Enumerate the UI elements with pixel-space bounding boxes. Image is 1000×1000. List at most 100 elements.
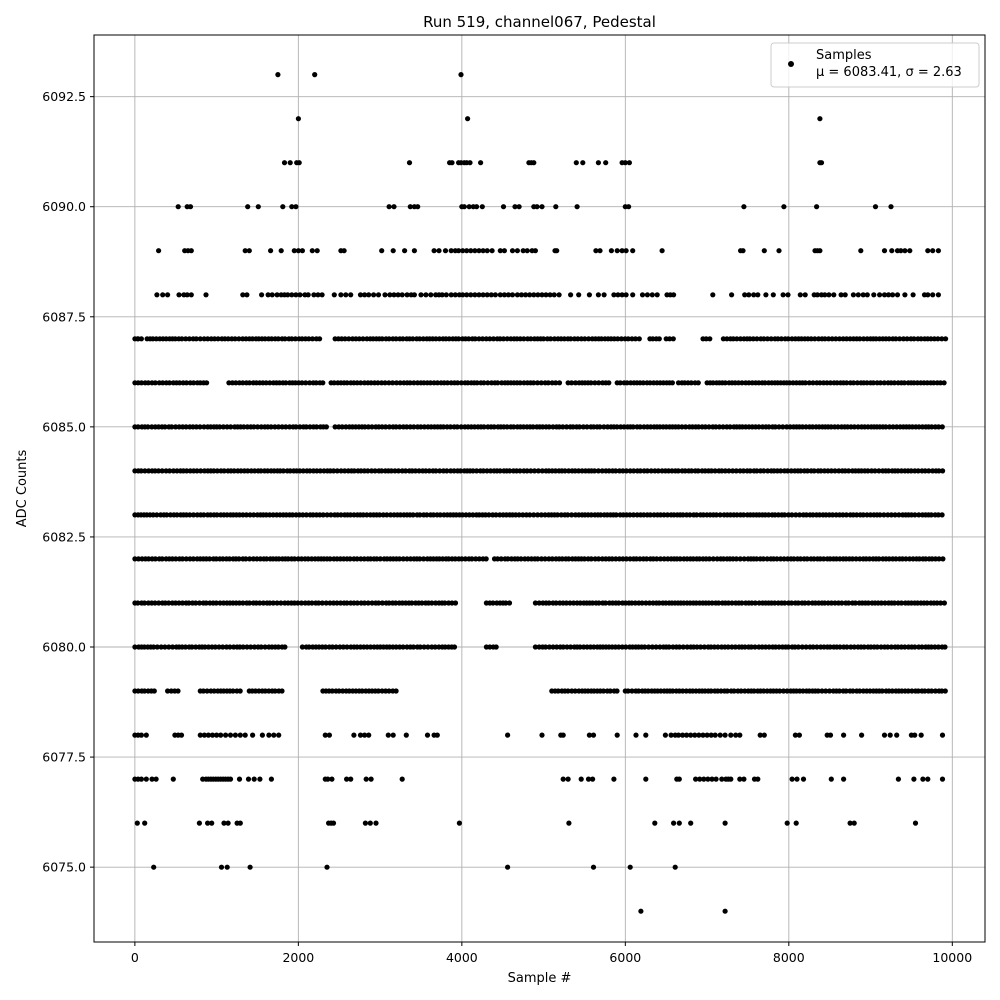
data-point bbox=[332, 424, 338, 430]
data-point bbox=[590, 864, 597, 870]
data-point bbox=[643, 600, 649, 606]
data-point bbox=[617, 380, 623, 386]
data-point bbox=[446, 336, 452, 342]
data-point bbox=[342, 468, 348, 474]
data-point bbox=[439, 292, 445, 298]
data-point bbox=[695, 468, 701, 474]
data-point bbox=[935, 292, 942, 298]
data-point bbox=[300, 512, 306, 518]
data-point bbox=[191, 380, 197, 386]
data-point bbox=[275, 336, 281, 342]
data-point bbox=[717, 512, 723, 518]
data-point bbox=[493, 512, 499, 518]
data-point bbox=[485, 380, 491, 386]
data-point bbox=[851, 644, 857, 650]
data-point bbox=[752, 644, 758, 650]
data-point bbox=[688, 732, 694, 738]
data-point bbox=[764, 336, 771, 342]
data-point bbox=[226, 556, 233, 562]
data-point bbox=[700, 732, 706, 738]
data-point bbox=[910, 292, 916, 298]
data-point bbox=[283, 424, 289, 430]
data-point bbox=[539, 292, 545, 298]
data-point bbox=[731, 688, 737, 694]
data-point bbox=[531, 512, 537, 518]
data-point bbox=[613, 512, 619, 518]
data-point bbox=[668, 732, 674, 738]
data-point bbox=[530, 424, 536, 430]
data-point bbox=[922, 688, 928, 694]
data-point bbox=[456, 820, 462, 826]
x-tick-label: 10000 bbox=[932, 950, 972, 965]
data-point bbox=[596, 556, 602, 562]
y-tick-label: 6090.0 bbox=[42, 199, 86, 214]
data-point bbox=[920, 776, 926, 782]
data-point bbox=[293, 204, 299, 210]
data-point bbox=[503, 600, 509, 606]
data-point bbox=[443, 292, 449, 298]
data-point bbox=[154, 292, 160, 298]
data-point bbox=[851, 424, 858, 430]
data-point bbox=[141, 600, 148, 606]
data-point bbox=[542, 556, 548, 562]
data-point bbox=[491, 424, 497, 430]
data-point bbox=[196, 820, 202, 826]
data-point bbox=[536, 600, 542, 606]
data-point bbox=[543, 644, 549, 650]
data-point bbox=[379, 336, 385, 342]
data-point bbox=[382, 292, 388, 298]
data-point bbox=[761, 336, 767, 342]
data-point bbox=[386, 336, 392, 342]
data-point bbox=[319, 600, 325, 606]
data-point bbox=[497, 292, 503, 298]
data-point bbox=[708, 468, 715, 474]
data-point bbox=[597, 424, 603, 430]
data-point bbox=[183, 424, 189, 430]
data-point bbox=[497, 468, 503, 474]
data-point bbox=[282, 336, 288, 342]
data-point bbox=[338, 512, 344, 518]
data-point bbox=[763, 292, 769, 298]
data-point bbox=[244, 644, 250, 650]
data-point bbox=[722, 820, 728, 826]
data-point bbox=[942, 644, 948, 650]
data-point bbox=[562, 468, 568, 474]
data-point bbox=[170, 644, 176, 650]
data-point bbox=[850, 292, 857, 298]
data-point bbox=[708, 688, 714, 694]
data-point bbox=[795, 600, 801, 606]
data-point bbox=[799, 644, 805, 650]
data-point bbox=[152, 600, 158, 606]
data-point bbox=[263, 380, 269, 386]
data-point bbox=[334, 468, 340, 474]
data-point bbox=[486, 512, 492, 518]
data-point bbox=[929, 424, 935, 430]
data-point bbox=[722, 468, 728, 474]
data-point bbox=[815, 688, 821, 694]
data-point bbox=[444, 380, 451, 386]
data-point bbox=[251, 424, 257, 430]
data-point bbox=[817, 116, 823, 122]
data-point bbox=[472, 292, 478, 298]
data-point bbox=[797, 292, 803, 298]
data-point bbox=[495, 556, 501, 562]
data-point bbox=[929, 688, 935, 694]
data-point bbox=[468, 248, 474, 254]
data-point bbox=[334, 600, 340, 606]
data-point bbox=[535, 468, 542, 474]
data-point bbox=[183, 336, 189, 342]
data-point bbox=[847, 820, 853, 826]
data-point bbox=[187, 512, 193, 518]
data-point bbox=[751, 688, 757, 694]
data-point bbox=[805, 600, 812, 606]
data-point bbox=[391, 292, 397, 298]
y-tick-label: 6087.5 bbox=[42, 309, 86, 324]
data-point bbox=[593, 248, 599, 254]
data-point bbox=[881, 380, 887, 386]
data-point bbox=[886, 424, 893, 430]
data-point bbox=[245, 204, 251, 210]
data-point bbox=[697, 776, 703, 782]
data-point bbox=[724, 336, 730, 342]
data-point bbox=[231, 468, 237, 474]
data-point bbox=[778, 468, 784, 474]
